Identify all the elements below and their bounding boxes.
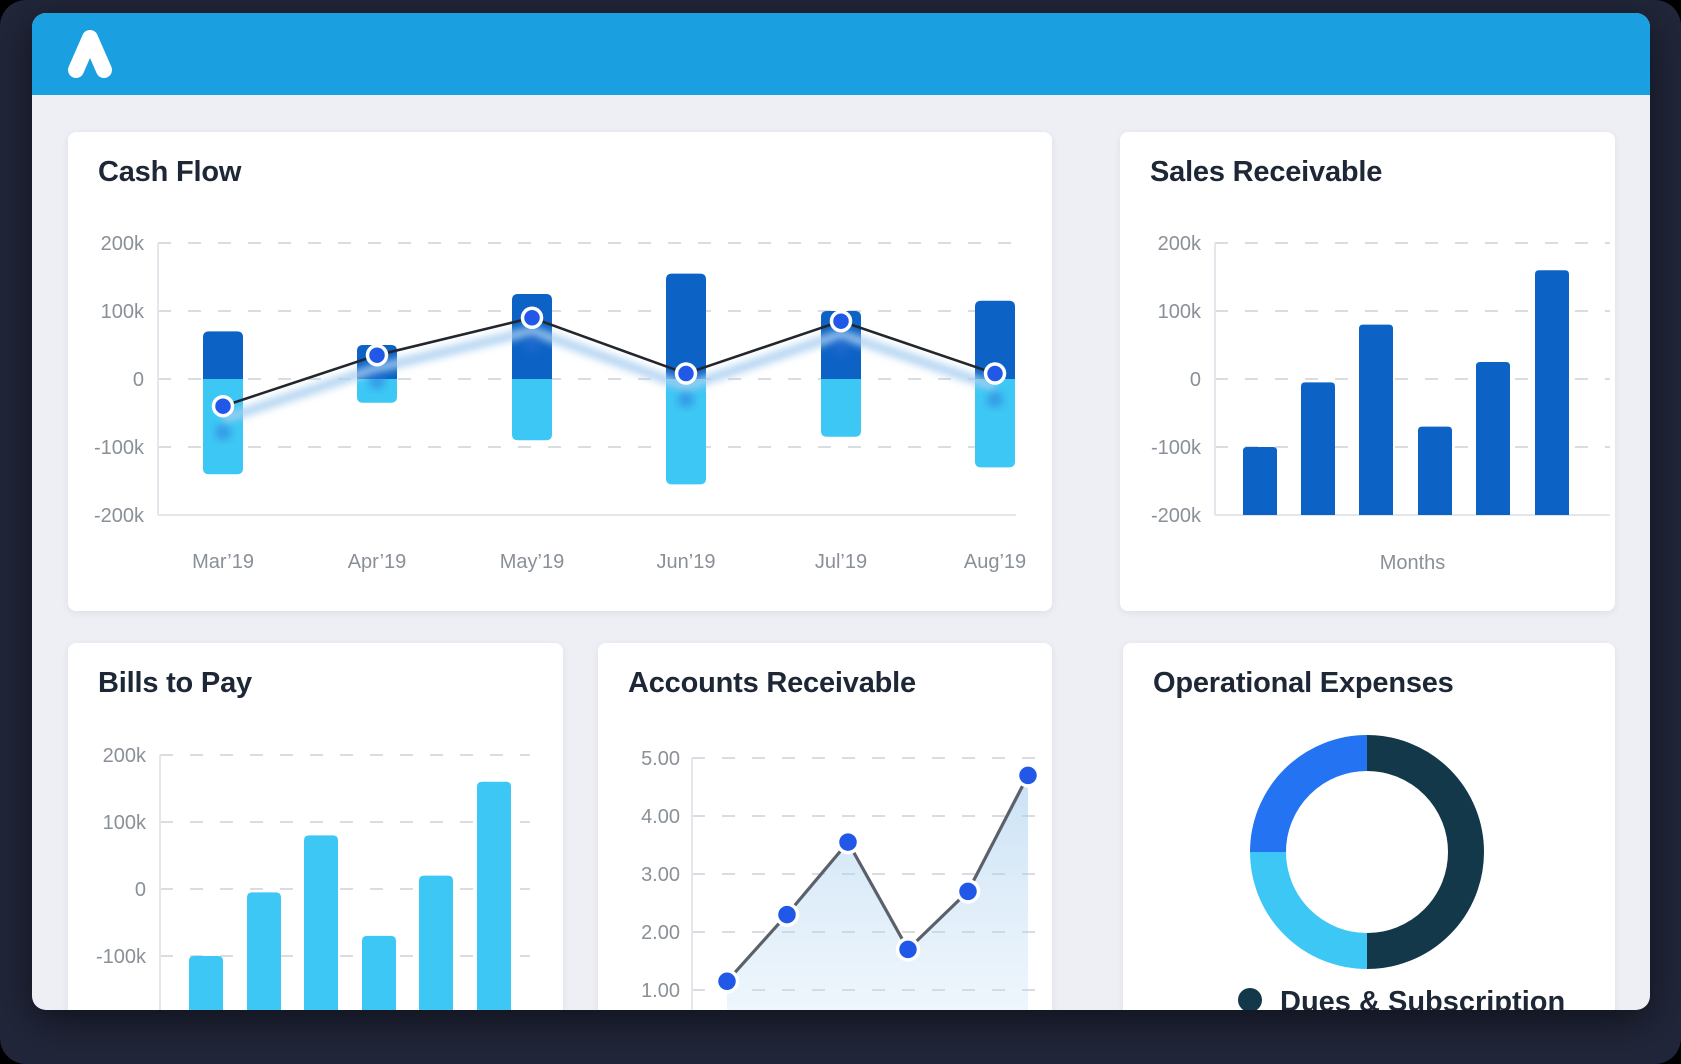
svg-text:-100k: -100k — [94, 437, 145, 459]
svg-text:100k: 100k — [103, 812, 147, 834]
cash-flow-chart: 200k 100k 0 -100k -200k Mar’19 Apr’19 May’19 Jun… — [68, 132, 1052, 611]
svg-text:Jun’19: Jun’19 — [657, 551, 716, 573]
svg-text:200k: 200k — [101, 233, 145, 255]
svg-text:1.00: 1.00 — [641, 980, 680, 1002]
legend-dot — [1238, 988, 1262, 1010]
cash-flow-card: Cash Flow 200k 100k 0 -100k -200k Mar’19 Apr’1… — [68, 132, 1052, 611]
svg-text:3.00: 3.00 — [641, 864, 680, 886]
accounts-receivable-title: Accounts Receivable — [628, 667, 916, 699]
svg-text:5.00: 5.00 — [641, 748, 680, 770]
svg-text:200k: 200k — [1158, 233, 1202, 255]
svg-text:0: 0 — [133, 369, 144, 391]
bills-to-pay-card: Bills to Pay 200k 100k 0 -100k — [68, 643, 563, 1010]
operational-expenses-title: Operational Expenses — [1153, 667, 1454, 699]
svg-text:4.00: 4.00 — [641, 806, 680, 828]
svg-text:Apr’19: Apr’19 — [348, 551, 407, 573]
svg-text:Dues & Subscription: Dues & Subscription — [1280, 986, 1565, 1010]
svg-text:0: 0 — [135, 879, 146, 901]
mountain-logo-icon[interactable] — [66, 27, 114, 79]
svg-text:200k: 200k — [103, 745, 147, 767]
svg-text:May’19: May’19 — [500, 551, 564, 573]
cash-flow-title: Cash Flow — [98, 156, 242, 188]
accounts-receivable-chart: 5.00 4.00 3.00 2.00 1.00 — [598, 643, 1052, 1010]
svg-text:Mar’19: Mar’19 — [192, 551, 254, 573]
svg-text:-100k: -100k — [96, 946, 147, 968]
svg-text:Months: Months — [1380, 552, 1446, 574]
sales-receivable-card: Sales Receivable 200k 100k 0 -100k -200k Mont… — [1120, 132, 1615, 611]
bills-to-pay-chart: 200k 100k 0 -100k — [68, 643, 563, 1010]
svg-text:Jul’19: Jul’19 — [815, 551, 867, 573]
app-window: Cash Flow 200k 100k 0 -100k -200k Mar’19 Apr’1… — [32, 13, 1650, 1010]
svg-text:2.00: 2.00 — [641, 922, 680, 944]
svg-text:100k: 100k — [101, 301, 145, 323]
svg-text:-100k: -100k — [1151, 437, 1202, 459]
sales-receivable-chart: 200k 100k 0 -100k -200k Months — [1120, 132, 1615, 611]
sales-receivable-title: Sales Receivable — [1150, 156, 1383, 188]
accounts-receivable-card: Accounts Receivable 5.00 4.00 3.00 2.00 1.00 — [598, 643, 1052, 1010]
app-header-bar — [32, 13, 1650, 95]
svg-text:Aug’19: Aug’19 — [964, 551, 1026, 573]
operational-expenses-donut-chart: Dues & Subscription — [1123, 643, 1615, 1010]
svg-text:-200k: -200k — [1151, 505, 1202, 527]
bills-to-pay-title: Bills to Pay — [98, 667, 252, 699]
svg-text:-200k: -200k — [94, 505, 145, 527]
svg-text:0: 0 — [1190, 369, 1201, 391]
svg-text:100k: 100k — [1158, 301, 1202, 323]
operational-expenses-card: Operational Expenses Dues & Subscription — [1123, 643, 1615, 1010]
